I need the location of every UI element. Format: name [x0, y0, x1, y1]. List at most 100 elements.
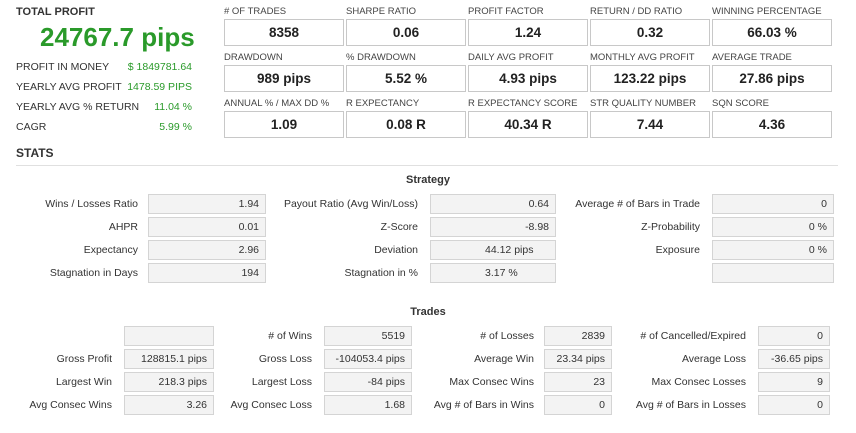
metric-r-expectancy: R EXPECTANCY 0.08 R [346, 97, 466, 138]
strategy-value: 0 % [712, 217, 834, 237]
metric-value: 5.52 % [346, 65, 466, 92]
metric-label: STR QUALITY NUMBER [590, 98, 696, 109]
metric-label: MONTHLY AVG PROFIT [590, 52, 695, 63]
trades-label: Average Win [474, 353, 534, 365]
trades-value: -36.65 pips [758, 349, 830, 369]
strategy-value: 0 % [712, 240, 834, 260]
total-profit-label: TOTAL PROFIT [16, 6, 95, 18]
summary-label: CAGR [16, 121, 47, 133]
metric-label: AVERAGE TRADE [712, 52, 792, 63]
metric-value: 123.22 pips [590, 65, 710, 92]
metric-sharpe-ratio: SHARPE RATIO 0.06 [346, 5, 466, 46]
metric-label: ANNUAL % / MAX DD % [224, 98, 330, 109]
trades-value: 3.26 [124, 395, 214, 415]
trades-label: Max Consec Wins [449, 376, 534, 388]
trades-label: Average Loss [681, 353, 746, 365]
trades-label: # of Cancelled/Expired [640, 330, 746, 342]
trades-value [124, 326, 214, 346]
metric-value: 40.34 R [468, 111, 588, 138]
metric-drawdown: DRAWDOWN 989 pips [224, 51, 344, 92]
trades-value: 218.3 pips [124, 372, 214, 392]
trades-value: 0 [544, 395, 612, 415]
metric-label: # OF TRADES [224, 6, 287, 17]
summary-row-yearly-avg-return: YEARLY AVG % RETURN 11.04 % [16, 101, 192, 117]
strategy-value: 0 [712, 194, 834, 214]
metric-profit-factor: PROFIT FACTOR 1.24 [468, 5, 588, 46]
metric-label: RETURN / DD RATIO [590, 6, 683, 17]
summary-row-yearly-avg-profit: YEARLY AVG PROFIT 1478.59 PIPS [16, 81, 192, 97]
trades-value: 1.68 [324, 395, 412, 415]
strategy-value: -8.98 [430, 217, 556, 237]
trades-label: Avg Consec Loss [230, 399, 312, 411]
strategy-label [556, 263, 700, 283]
trades-value: 128815.1 pips [124, 349, 214, 369]
trades-label: Largest Loss [251, 376, 312, 388]
metric-value: 1.24 [468, 19, 588, 46]
strategy-label: AHPR [108, 221, 138, 233]
summary-label: YEARLY AVG PROFIT [16, 81, 122, 93]
trades-label: Gross Loss [258, 353, 312, 365]
metric-value: 8358 [224, 19, 344, 46]
metric-value: 0.32 [590, 19, 710, 46]
summary-value: $ 1849781.64 [127, 61, 192, 73]
strategy-value: 1.94 [148, 194, 266, 214]
metric-annual-max-dd: ANNUAL % / MAX DD % 1.09 [224, 97, 344, 138]
trades-value: 5519 [324, 326, 412, 346]
metric-label: SQN SCORE [712, 98, 770, 109]
strategy-value: 194 [148, 263, 266, 283]
trades-value: 0 [758, 395, 830, 415]
strategy-value: 2.96 [148, 240, 266, 260]
trades-label: Avg # of Bars in Losses [635, 399, 746, 411]
trades-value: 23.34 pips [544, 349, 612, 369]
metric-label: DRAWDOWN [224, 52, 283, 63]
metric-label: SHARPE RATIO [346, 6, 417, 17]
strategy-label: Wins / Losses Ratio [45, 198, 138, 210]
stats-heading: STATS [16, 146, 54, 160]
total-profit-value: 24767.7 pips [40, 22, 195, 52]
metric-value: 4.93 pips [468, 65, 588, 92]
trades-value: 9 [758, 372, 830, 392]
summary-label: YEARLY AVG % RETURN [16, 101, 140, 113]
trades-label: Avg Consec Wins [29, 399, 112, 411]
summary-value: 11.04 % [154, 101, 192, 113]
metric-percent-drawdown: % DRAWDOWN 5.52 % [346, 51, 466, 92]
strategy-value: 3.17 % [430, 263, 556, 283]
metric-label: R EXPECTANCY [346, 98, 420, 109]
metric-daily-avg-profit: DAILY AVG PROFIT 4.93 pips [468, 51, 588, 92]
metric-value: 0.06 [346, 19, 466, 46]
trades-label: Avg # of Bars in Wins [433, 399, 534, 411]
metric-return-dd-ratio: RETURN / DD RATIO 0.32 [590, 5, 710, 46]
strategy-value [712, 263, 834, 283]
metric-winning-percentage: WINNING PERCENTAGE 66.03 % [712, 5, 832, 46]
trades-label: Largest Win [55, 376, 112, 388]
strategy-label: Z-Probability [641, 221, 700, 233]
strategy-value: 0.64 [430, 194, 556, 214]
strategy-value: 0.01 [148, 217, 266, 237]
summary-row-profit-in-money: PROFIT IN MONEY $ 1849781.64 [16, 61, 192, 77]
metric-value: 27.86 pips [712, 65, 832, 92]
stats-divider [16, 165, 838, 166]
metric-label: % DRAWDOWN [346, 52, 416, 63]
strategy-label: Deviation [374, 244, 418, 256]
summary-label: PROFIT IN MONEY [16, 61, 110, 73]
strategy-label: Payout Ratio (Avg Win/Loss) [283, 198, 418, 210]
metric-value: 4.36 [712, 111, 832, 138]
metric-label: DAILY AVG PROFIT [468, 52, 554, 63]
metric-str-quality-number: STR QUALITY NUMBER 7.44 [590, 97, 710, 138]
strategy-label: Expectancy [83, 244, 138, 256]
trades-value: 23 [544, 372, 612, 392]
metric-value: 989 pips [224, 65, 344, 92]
metric-average-trade: AVERAGE TRADE 27.86 pips [712, 51, 832, 92]
metric-r-expectancy-score: R EXPECTANCY SCORE 40.34 R [468, 97, 588, 138]
metric-value: 1.09 [224, 111, 344, 138]
metric-sqn-score: SQN SCORE 4.36 [712, 97, 832, 138]
strategy-label: Z-Score [380, 221, 418, 233]
trades-value: -84 pips [324, 372, 412, 392]
metric-monthly-avg-profit: MONTHLY AVG PROFIT 123.22 pips [590, 51, 710, 92]
strategy-section-title: Strategy [405, 174, 451, 186]
metric-number-of-trades: # OF TRADES 8358 [224, 5, 344, 46]
trades-label [16, 326, 112, 346]
strategy-label: Exposure [655, 244, 700, 256]
trades-value: 2839 [544, 326, 612, 346]
trades-value: 0 [758, 326, 830, 346]
